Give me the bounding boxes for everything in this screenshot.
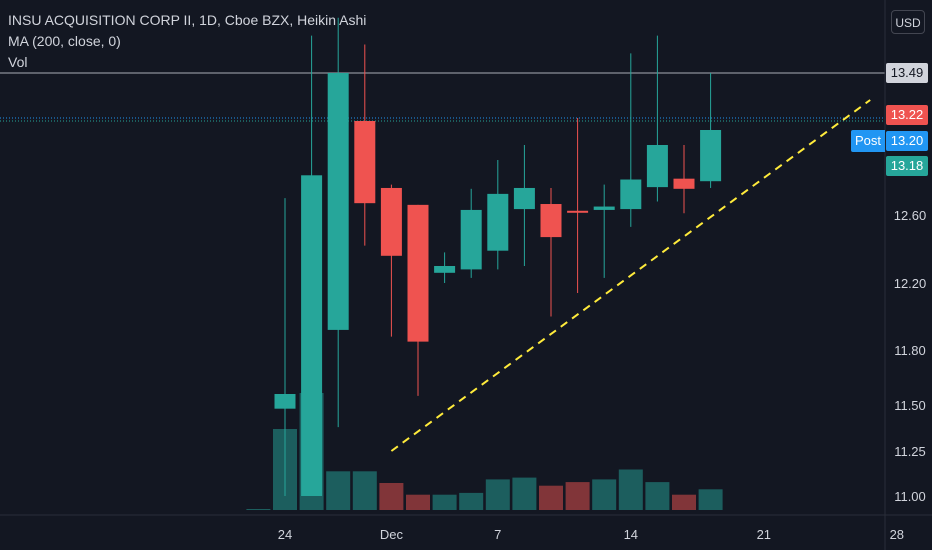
volume-bar [565,482,590,510]
chart-legend: INSU ACQUISITION CORP II, 1D, Cboe BZX, … [8,10,366,73]
volume-bar [539,485,563,510]
volume-bar [406,494,430,510]
price-axis-label: 11.50 [894,398,926,413]
candle-body[interactable] [513,187,535,210]
volume-bar [352,471,377,510]
time-axis-label: 21 [757,527,771,542]
candle-body[interactable] [301,175,323,497]
candle-body[interactable] [434,266,456,273]
candle-body[interactable] [407,204,429,342]
currency-button[interactable]: USD [891,10,925,34]
volume-bar [512,477,537,510]
time-axis-label: 7 [494,527,501,542]
volume-bar [246,509,271,510]
price-tag: 13.49 [886,63,928,83]
time-axis-label: 14 [624,527,638,542]
price-lines [0,72,885,122]
volume-bar [459,492,484,510]
candle-body[interactable] [354,121,376,204]
volume-bar [379,483,404,510]
post-market-label: Post [851,130,885,152]
price-tag: 13.18 [886,156,928,176]
candle-body[interactable] [593,206,615,210]
price-tag: 13.22 [886,105,928,125]
volume-bar [698,489,723,510]
candle-body[interactable] [620,179,642,210]
price-axis-label: 11.80 [894,343,926,358]
price-axis-label: 12.20 [894,276,927,291]
price-axis-label: 11.00 [894,489,926,504]
candle-body[interactable] [646,145,668,188]
volume-bar [432,494,457,510]
candle-body[interactable] [567,210,589,213]
trendline-dashed[interactable] [390,99,871,452]
candle-body[interactable] [700,130,722,182]
ma-indicator-label[interactable]: MA (200, close, 0) [8,33,121,49]
candle-body[interactable] [487,193,509,251]
time-axis-label: Dec [380,527,404,542]
trendline[interactable] [390,99,871,452]
price-axis[interactable]: 11.00 11.25 11.50 11.80 12.20 12.60 [884,0,927,550]
candle-body[interactable] [380,187,402,256]
price-axis-label: 11.25 [894,444,926,459]
price-axis-label: 12.60 [894,208,927,223]
volume-bar [326,471,351,510]
candle-body[interactable] [327,73,349,330]
candle-body[interactable] [673,178,695,189]
volume-bar [485,479,510,510]
volume-bar [645,482,670,510]
volume-indicator-label[interactable]: Vol [8,54,28,70]
symbol-title[interactable]: INSU ACQUISITION CORP II, 1D, Cboe BZX, … [8,12,367,28]
volume-bar [672,494,696,510]
time-axis[interactable]: 24 Dec 7 14 21 28 [0,514,932,542]
time-axis-label: 28 [890,527,904,542]
candle-body[interactable] [540,204,562,238]
time-axis-label: 24 [278,527,292,542]
candle-body[interactable] [460,209,482,270]
price-tag: 13.20 [886,131,928,151]
candle-body[interactable] [274,394,296,409]
candles [274,17,722,497]
volume-bar [618,469,643,510]
volume-bar [592,479,617,510]
